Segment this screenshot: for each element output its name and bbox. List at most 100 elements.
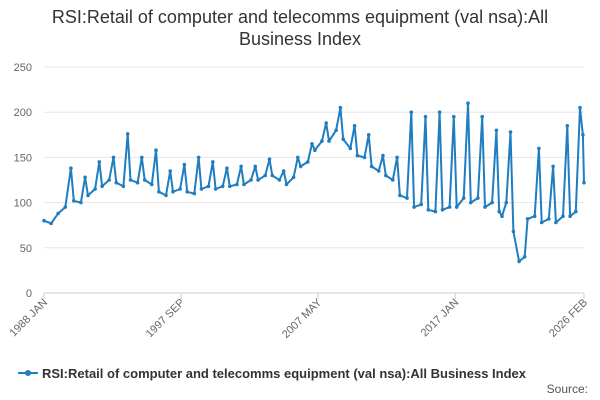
data-point[interactable]	[494, 128, 499, 133]
data-point[interactable]	[568, 214, 572, 218]
data-point[interactable]	[551, 164, 555, 169]
data-point[interactable]	[97, 160, 102, 164]
data-point[interactable]	[125, 132, 130, 136]
data-point[interactable]	[447, 205, 452, 209]
data-point[interactable]	[228, 184, 232, 189]
data-point[interactable]	[466, 101, 470, 105]
data-point[interactable]	[412, 205, 416, 209]
data-point[interactable]	[199, 187, 204, 191]
data-point[interactable]	[395, 155, 399, 160]
data-point[interactable]	[500, 214, 504, 218]
data-point[interactable]	[508, 130, 513, 134]
data-point[interactable]	[440, 208, 445, 212]
data-point[interactable]	[86, 193, 90, 198]
data-point[interactable]	[270, 173, 275, 178]
data-point[interactable]	[310, 142, 314, 146]
data-point[interactable]	[135, 180, 140, 185]
data-point[interactable]	[320, 139, 324, 143]
data-point[interactable]	[537, 146, 541, 151]
data-point[interactable]	[497, 209, 502, 214]
data-point[interactable]	[291, 175, 296, 180]
data-point[interactable]	[454, 205, 459, 209]
data-point[interactable]	[376, 169, 381, 173]
legend[interactable]: RSI:Retail of computer and telecomms equ…	[18, 364, 588, 382]
data-point[interactable]	[63, 205, 68, 209]
data-point[interactable]	[327, 139, 331, 143]
data-point[interactable]	[100, 184, 104, 189]
data-point[interactable]	[253, 164, 258, 169]
data-point[interactable]	[83, 175, 87, 180]
data-point[interactable]	[355, 153, 360, 158]
data-point[interactable]	[433, 209, 438, 214]
data-point[interactable]	[369, 164, 374, 169]
data-point[interactable]	[338, 105, 343, 110]
data-point[interactable]	[277, 178, 282, 182]
data-point[interactable]	[49, 221, 53, 226]
data-point[interactable]	[409, 110, 414, 114]
data-point[interactable]	[154, 148, 158, 152]
data-point[interactable]	[192, 191, 197, 196]
data-point[interactable]	[384, 173, 388, 178]
data-point[interactable]	[352, 124, 357, 128]
data-point[interactable]	[423, 114, 428, 119]
data-point[interactable]	[511, 229, 516, 234]
data-point[interactable]	[582, 180, 586, 185]
data-point[interactable]	[574, 209, 578, 214]
data-point[interactable]	[391, 178, 395, 182]
data-point[interactable]	[334, 128, 338, 133]
data-point[interactable]	[79, 200, 83, 205]
data-point[interactable]	[437, 110, 442, 114]
data-point[interactable]	[362, 155, 367, 160]
data-point[interactable]	[476, 196, 480, 200]
data-point[interactable]	[490, 200, 494, 205]
data-point[interactable]	[565, 124, 570, 128]
data-point[interactable]	[142, 178, 147, 182]
data-point[interactable]	[93, 187, 97, 191]
data-point[interactable]	[256, 178, 260, 182]
data-point[interactable]	[249, 178, 253, 182]
data-point[interactable]	[517, 259, 521, 264]
data-point[interactable]	[306, 160, 310, 164]
data-point[interactable]	[239, 164, 243, 169]
data-point[interactable]	[281, 169, 286, 173]
data-point[interactable]	[164, 193, 168, 198]
data-point[interactable]	[469, 200, 473, 205]
data-point[interactable]	[381, 153, 385, 158]
data-point[interactable]	[522, 254, 527, 259]
data-point[interactable]	[128, 178, 133, 182]
data-point[interactable]	[398, 193, 402, 198]
data-point[interactable]	[263, 173, 268, 178]
data-point[interactable]	[121, 184, 126, 189]
data-point[interactable]	[157, 190, 161, 194]
data-point[interactable]	[69, 166, 73, 170]
data-point[interactable]	[547, 217, 551, 221]
data-point[interactable]	[107, 178, 111, 182]
data-point[interactable]	[72, 199, 76, 203]
data-point[interactable]	[296, 155, 300, 160]
data-point[interactable]	[267, 157, 272, 161]
data-point[interactable]	[405, 196, 409, 200]
data-point[interactable]	[539, 220, 544, 225]
data-point[interactable]	[426, 208, 431, 212]
data-point[interactable]	[235, 182, 239, 187]
data-point[interactable]	[504, 200, 509, 205]
data-point[interactable]	[480, 114, 485, 119]
data-point[interactable]	[581, 133, 585, 137]
data-point[interactable]	[313, 148, 317, 152]
data-point[interactable]	[150, 182, 154, 187]
data-point[interactable]	[178, 187, 182, 191]
data-point[interactable]	[554, 220, 558, 225]
data-point[interactable]	[284, 182, 289, 187]
data-point[interactable]	[211, 160, 215, 164]
data-point[interactable]	[111, 155, 116, 160]
data-point[interactable]	[225, 166, 229, 170]
data-point[interactable]	[182, 162, 187, 167]
data-point[interactable]	[483, 205, 487, 209]
data-point[interactable]	[324, 121, 329, 125]
data-point[interactable]	[213, 187, 218, 191]
data-point[interactable]	[341, 137, 346, 142]
data-point[interactable]	[461, 196, 466, 200]
data-point[interactable]	[242, 182, 246, 187]
data-point[interactable]	[196, 155, 201, 160]
data-point[interactable]	[525, 217, 530, 221]
